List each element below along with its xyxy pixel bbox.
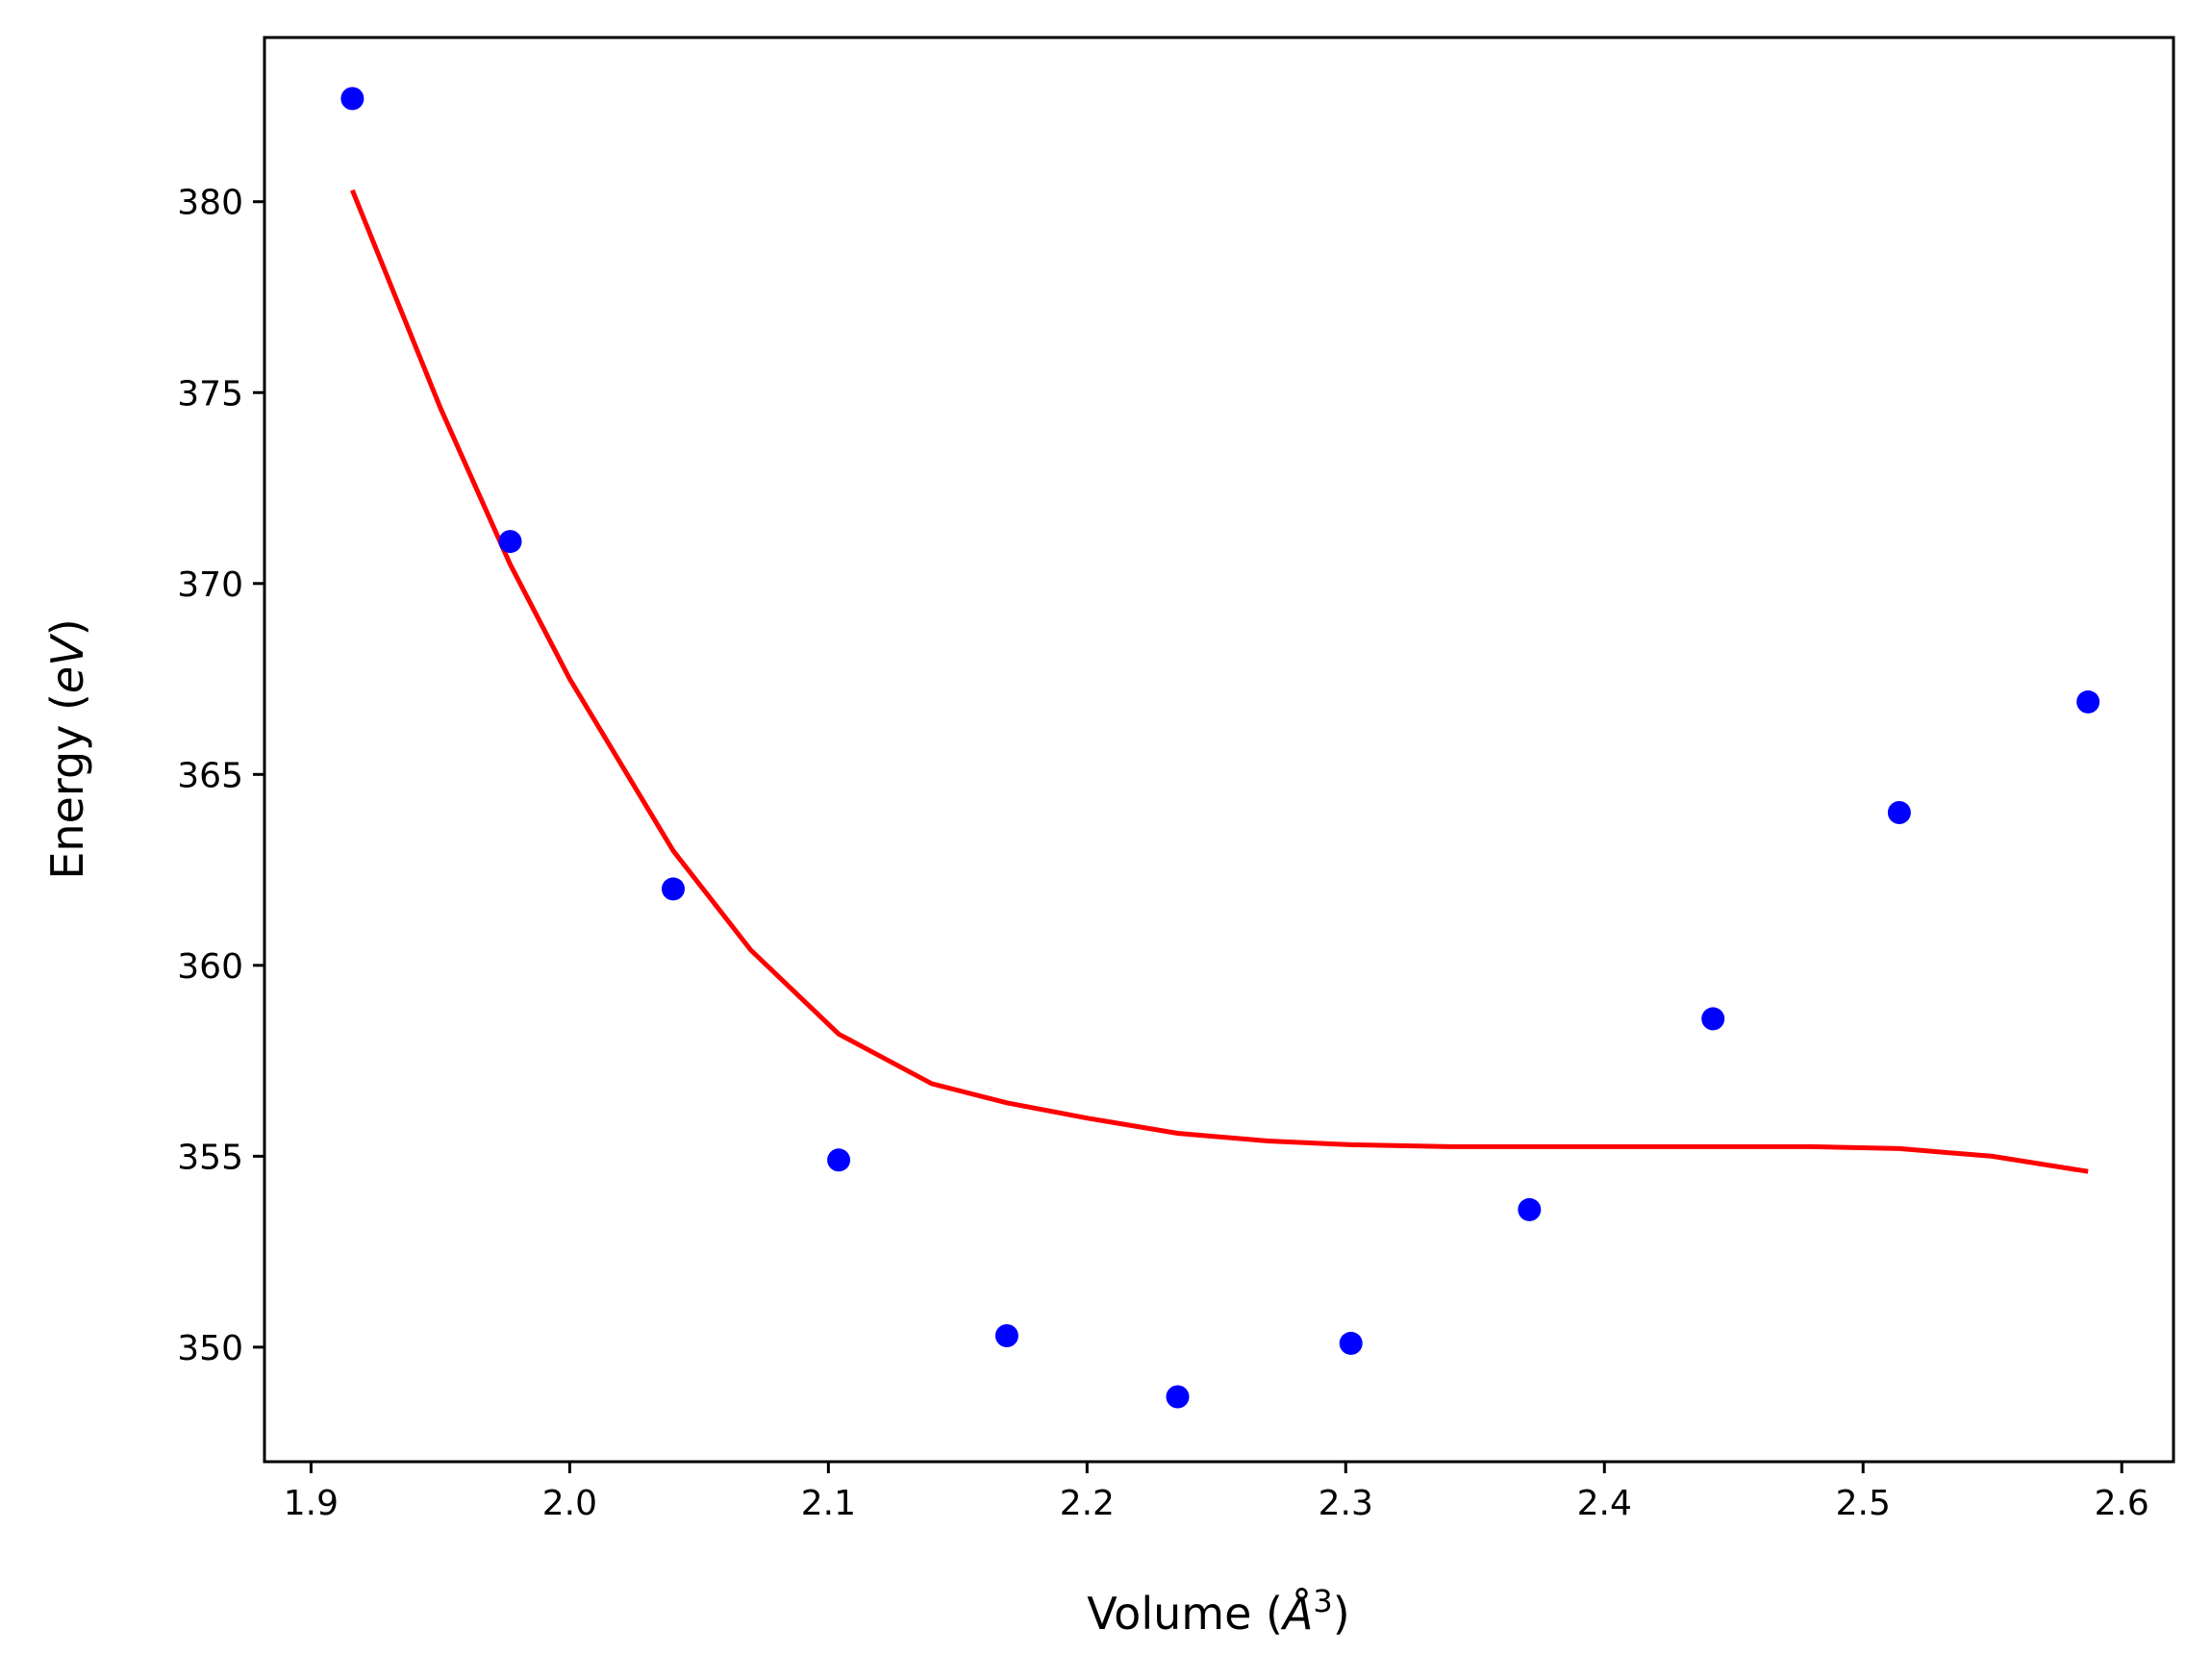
plot-frame — [263, 36, 2175, 1464]
ticks: 1.9 2.0 2.1 2.2 2.3 2.4 2.5 2.6 350 355 360 365 370 3… — [177, 184, 2149, 1523]
data-point — [498, 530, 522, 554]
y-tick-label: 355 — [177, 1138, 243, 1177]
y-tick-label: 370 — [177, 565, 243, 605]
x-tick-label: 2.1 — [801, 1484, 856, 1523]
y-tick-label: 350 — [177, 1329, 243, 1368]
y-tick-label: 360 — [177, 947, 243, 987]
fit-curve — [350, 188, 2089, 1174]
y-axis-label-prefix: Energy ( — [41, 693, 93, 880]
data-points — [340, 87, 2100, 1409]
x-tick-label: 2.0 — [542, 1484, 597, 1523]
data-point — [1339, 1331, 1363, 1355]
y-tick-label: 365 — [177, 756, 243, 795]
x-axis-label: Volume (Å3) — [1087, 1583, 1349, 1640]
x-tick-label: 2.2 — [1060, 1484, 1115, 1523]
y-tick-label: 375 — [177, 374, 243, 414]
y-axis-label: Energy (eV) — [41, 618, 93, 879]
data-point — [662, 877, 685, 901]
x-axis-label-superscript: 3 — [1313, 1583, 1332, 1619]
data-point — [1887, 801, 1911, 824]
x-tick-label: 2.6 — [2095, 1484, 2149, 1523]
x-tick-label: 2.3 — [1319, 1484, 1373, 1523]
y-axis-label-suffix: ) — [41, 618, 93, 636]
x-tick-label: 1.9 — [284, 1484, 339, 1523]
data-point — [1166, 1385, 1190, 1409]
data-point — [1518, 1197, 1542, 1221]
data-point — [994, 1324, 1018, 1347]
x-axis-label-prefix: Volume ( — [1087, 1588, 1283, 1640]
data-point — [1701, 1007, 1725, 1031]
x-tick-label: 2.5 — [1836, 1484, 1891, 1523]
x-axis-label-suffix: ) — [1333, 1588, 1350, 1640]
x-tick-label: 2.4 — [1577, 1484, 1632, 1523]
x-axis-label-symbol: Å — [1280, 1588, 1313, 1640]
y-axis-label-unit: eV — [41, 633, 93, 693]
data-point — [827, 1148, 851, 1172]
data-point — [2076, 690, 2100, 714]
data-point — [340, 87, 364, 111]
y-tick-label: 380 — [177, 184, 243, 223]
